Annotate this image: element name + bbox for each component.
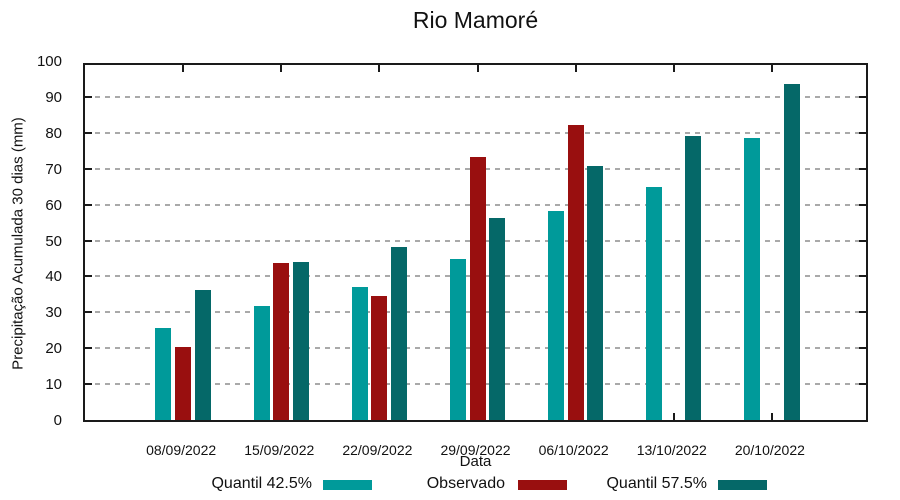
y-tick-left-20 xyxy=(85,347,92,350)
bar-quantil-42.5--06-10-2022 xyxy=(547,211,564,420)
bar-quantil-42.5--22-09-2022 xyxy=(351,286,368,420)
gridline-90 xyxy=(85,95,866,98)
legend-label-0: Quantil 42.5% xyxy=(211,475,312,492)
x-tick-top-3 xyxy=(476,65,479,72)
y-tick-label-10: 10 xyxy=(45,376,62,394)
y-tick-label-70: 70 xyxy=(45,160,62,178)
y-tick-right-80 xyxy=(859,131,866,134)
x-tick-label-2: 22/09/2022 xyxy=(342,442,413,458)
y-tick-right-30 xyxy=(859,311,866,314)
bar-quantil-42.5--13-10-2022 xyxy=(646,186,663,420)
x-tick-top-0 xyxy=(182,65,185,72)
bar-quantil-57.5--20-10-2022 xyxy=(783,83,800,420)
bar-observado-15-09-2022 xyxy=(273,263,290,420)
bar-quantil-57.5--22-09-2022 xyxy=(391,246,408,420)
y-tick-left-60 xyxy=(85,203,92,206)
y-tick-label-50: 50 xyxy=(45,232,62,250)
chart-title: Rio Mamoré xyxy=(412,7,539,33)
legend-swatch-0 xyxy=(323,480,372,490)
x-tick-label-5: 13/10/2022 xyxy=(636,442,707,458)
legend-swatch-2 xyxy=(718,480,767,490)
x-tick-top-2 xyxy=(378,65,381,72)
bar-observado-08-09-2022 xyxy=(175,347,192,420)
y-tick-label-90: 90 xyxy=(45,88,62,106)
legend-swatch-1 xyxy=(518,480,567,490)
bar-observado-06-10-2022 xyxy=(567,125,584,420)
y-tick-right-20 xyxy=(859,347,866,350)
bar-quantil-42.5--20-10-2022 xyxy=(744,138,761,420)
y-tick-left-50 xyxy=(85,239,92,242)
x-tick-bottom-6 xyxy=(770,413,773,420)
y-tick-label-40: 40 xyxy=(45,268,62,286)
x-tick-label-6: 20/10/2022 xyxy=(734,442,805,458)
bar-quantil-57.5--08-09-2022 xyxy=(194,290,211,420)
bar-quantil-42.5--08-09-2022 xyxy=(155,327,172,420)
y-tick-left-30 xyxy=(85,311,92,314)
x-tick-top-5 xyxy=(672,65,675,72)
bar-quantil-57.5--06-10-2022 xyxy=(587,165,604,420)
y-tick-label-30: 30 xyxy=(45,304,62,322)
x-tick-top-4 xyxy=(574,65,577,72)
x-tick-bottom-5 xyxy=(672,413,675,420)
x-tick-label-3: 29/09/2022 xyxy=(440,442,511,458)
y-tick-right-10 xyxy=(859,383,866,386)
bar-quantil-57.5--15-09-2022 xyxy=(292,262,309,420)
x-tick-top-1 xyxy=(280,65,283,72)
y-tick-right-50 xyxy=(859,239,866,242)
plot-area xyxy=(83,63,868,422)
y-tick-left-80 xyxy=(85,131,92,134)
bar-quantil-57.5--13-10-2022 xyxy=(685,135,702,420)
bar-observado-22-09-2022 xyxy=(371,296,388,420)
x-axis-label: Data xyxy=(459,453,492,470)
y-tick-label-100: 100 xyxy=(36,53,62,70)
y-tick-right-40 xyxy=(859,275,866,278)
legend-label-1: Observado xyxy=(426,475,505,492)
y-tick-label-80: 80 xyxy=(45,124,62,142)
bar-quantil-57.5--29-09-2022 xyxy=(489,217,506,420)
x-tick-top-6 xyxy=(770,65,773,72)
legend-label-2: Quantil 57.5% xyxy=(606,475,707,492)
y-tick-right-70 xyxy=(859,167,866,170)
y-tick-left-90 xyxy=(85,95,92,98)
x-tick-label-0: 08/09/2022 xyxy=(146,442,217,458)
y-tick-right-90 xyxy=(859,95,866,98)
y-tick-left-40 xyxy=(85,275,92,278)
y-tick-right-60 xyxy=(859,203,866,206)
gridline-80 xyxy=(85,131,866,134)
bar-quantil-42.5--29-09-2022 xyxy=(449,258,466,420)
y-tick-label-20: 20 xyxy=(45,340,62,358)
x-tick-label-1: 15/09/2022 xyxy=(244,442,315,458)
y-tick-left-10 xyxy=(85,383,92,386)
bar-quantil-42.5--15-09-2022 xyxy=(253,305,270,420)
y-tick-label-60: 60 xyxy=(45,196,62,214)
bar-observado-29-09-2022 xyxy=(469,156,486,420)
y-tick-left-70 xyxy=(85,167,92,170)
x-tick-label-4: 06/10/2022 xyxy=(538,442,609,458)
y-tick-label-0: 0 xyxy=(53,412,62,429)
